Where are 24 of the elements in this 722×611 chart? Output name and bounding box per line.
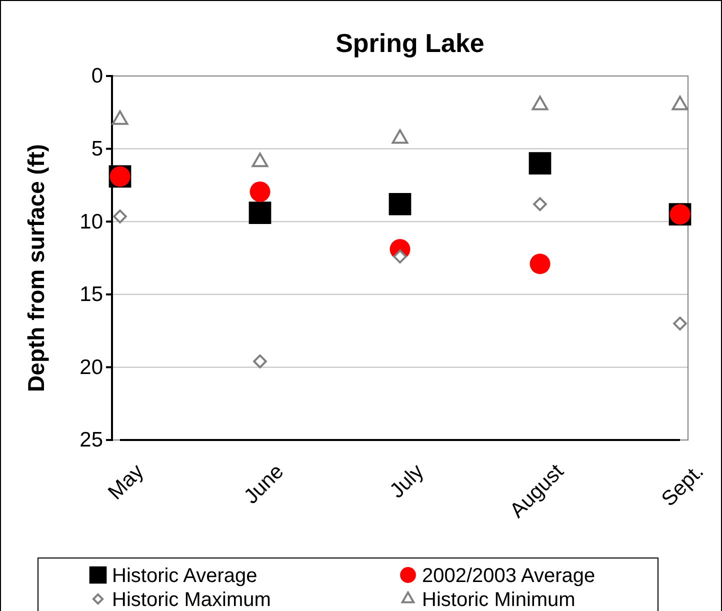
x-tick-label: May — [104, 460, 149, 504]
y-tick-label: 0 — [91, 64, 103, 88]
point — [113, 210, 127, 224]
y-tick-label: 25 — [80, 428, 103, 452]
y-tick-label: 15 — [80, 283, 103, 306]
y-axis-title: Depth from surface (ft) — [23, 144, 49, 392]
point — [533, 197, 547, 212]
point — [528, 152, 552, 175]
legend-label: Historic Minimum — [422, 589, 576, 611]
legend-label: Historic Average — [112, 565, 258, 587]
y-tick-label: 20 — [80, 356, 103, 379]
y-tick-label: 10 — [80, 210, 103, 234]
point — [248, 202, 272, 224]
point — [253, 354, 267, 368]
point — [393, 250, 407, 264]
x-tick-label: July — [386, 460, 429, 503]
point — [673, 316, 687, 330]
point — [388, 192, 412, 216]
point — [530, 254, 550, 274]
y-tick-label: 5 — [91, 138, 103, 161]
chart-title: Spring Lake — [336, 28, 484, 58]
legend-label: Historic Maximum — [112, 589, 271, 611]
point — [250, 182, 270, 202]
legend-label: 2002/2003 Average — [422, 565, 596, 587]
